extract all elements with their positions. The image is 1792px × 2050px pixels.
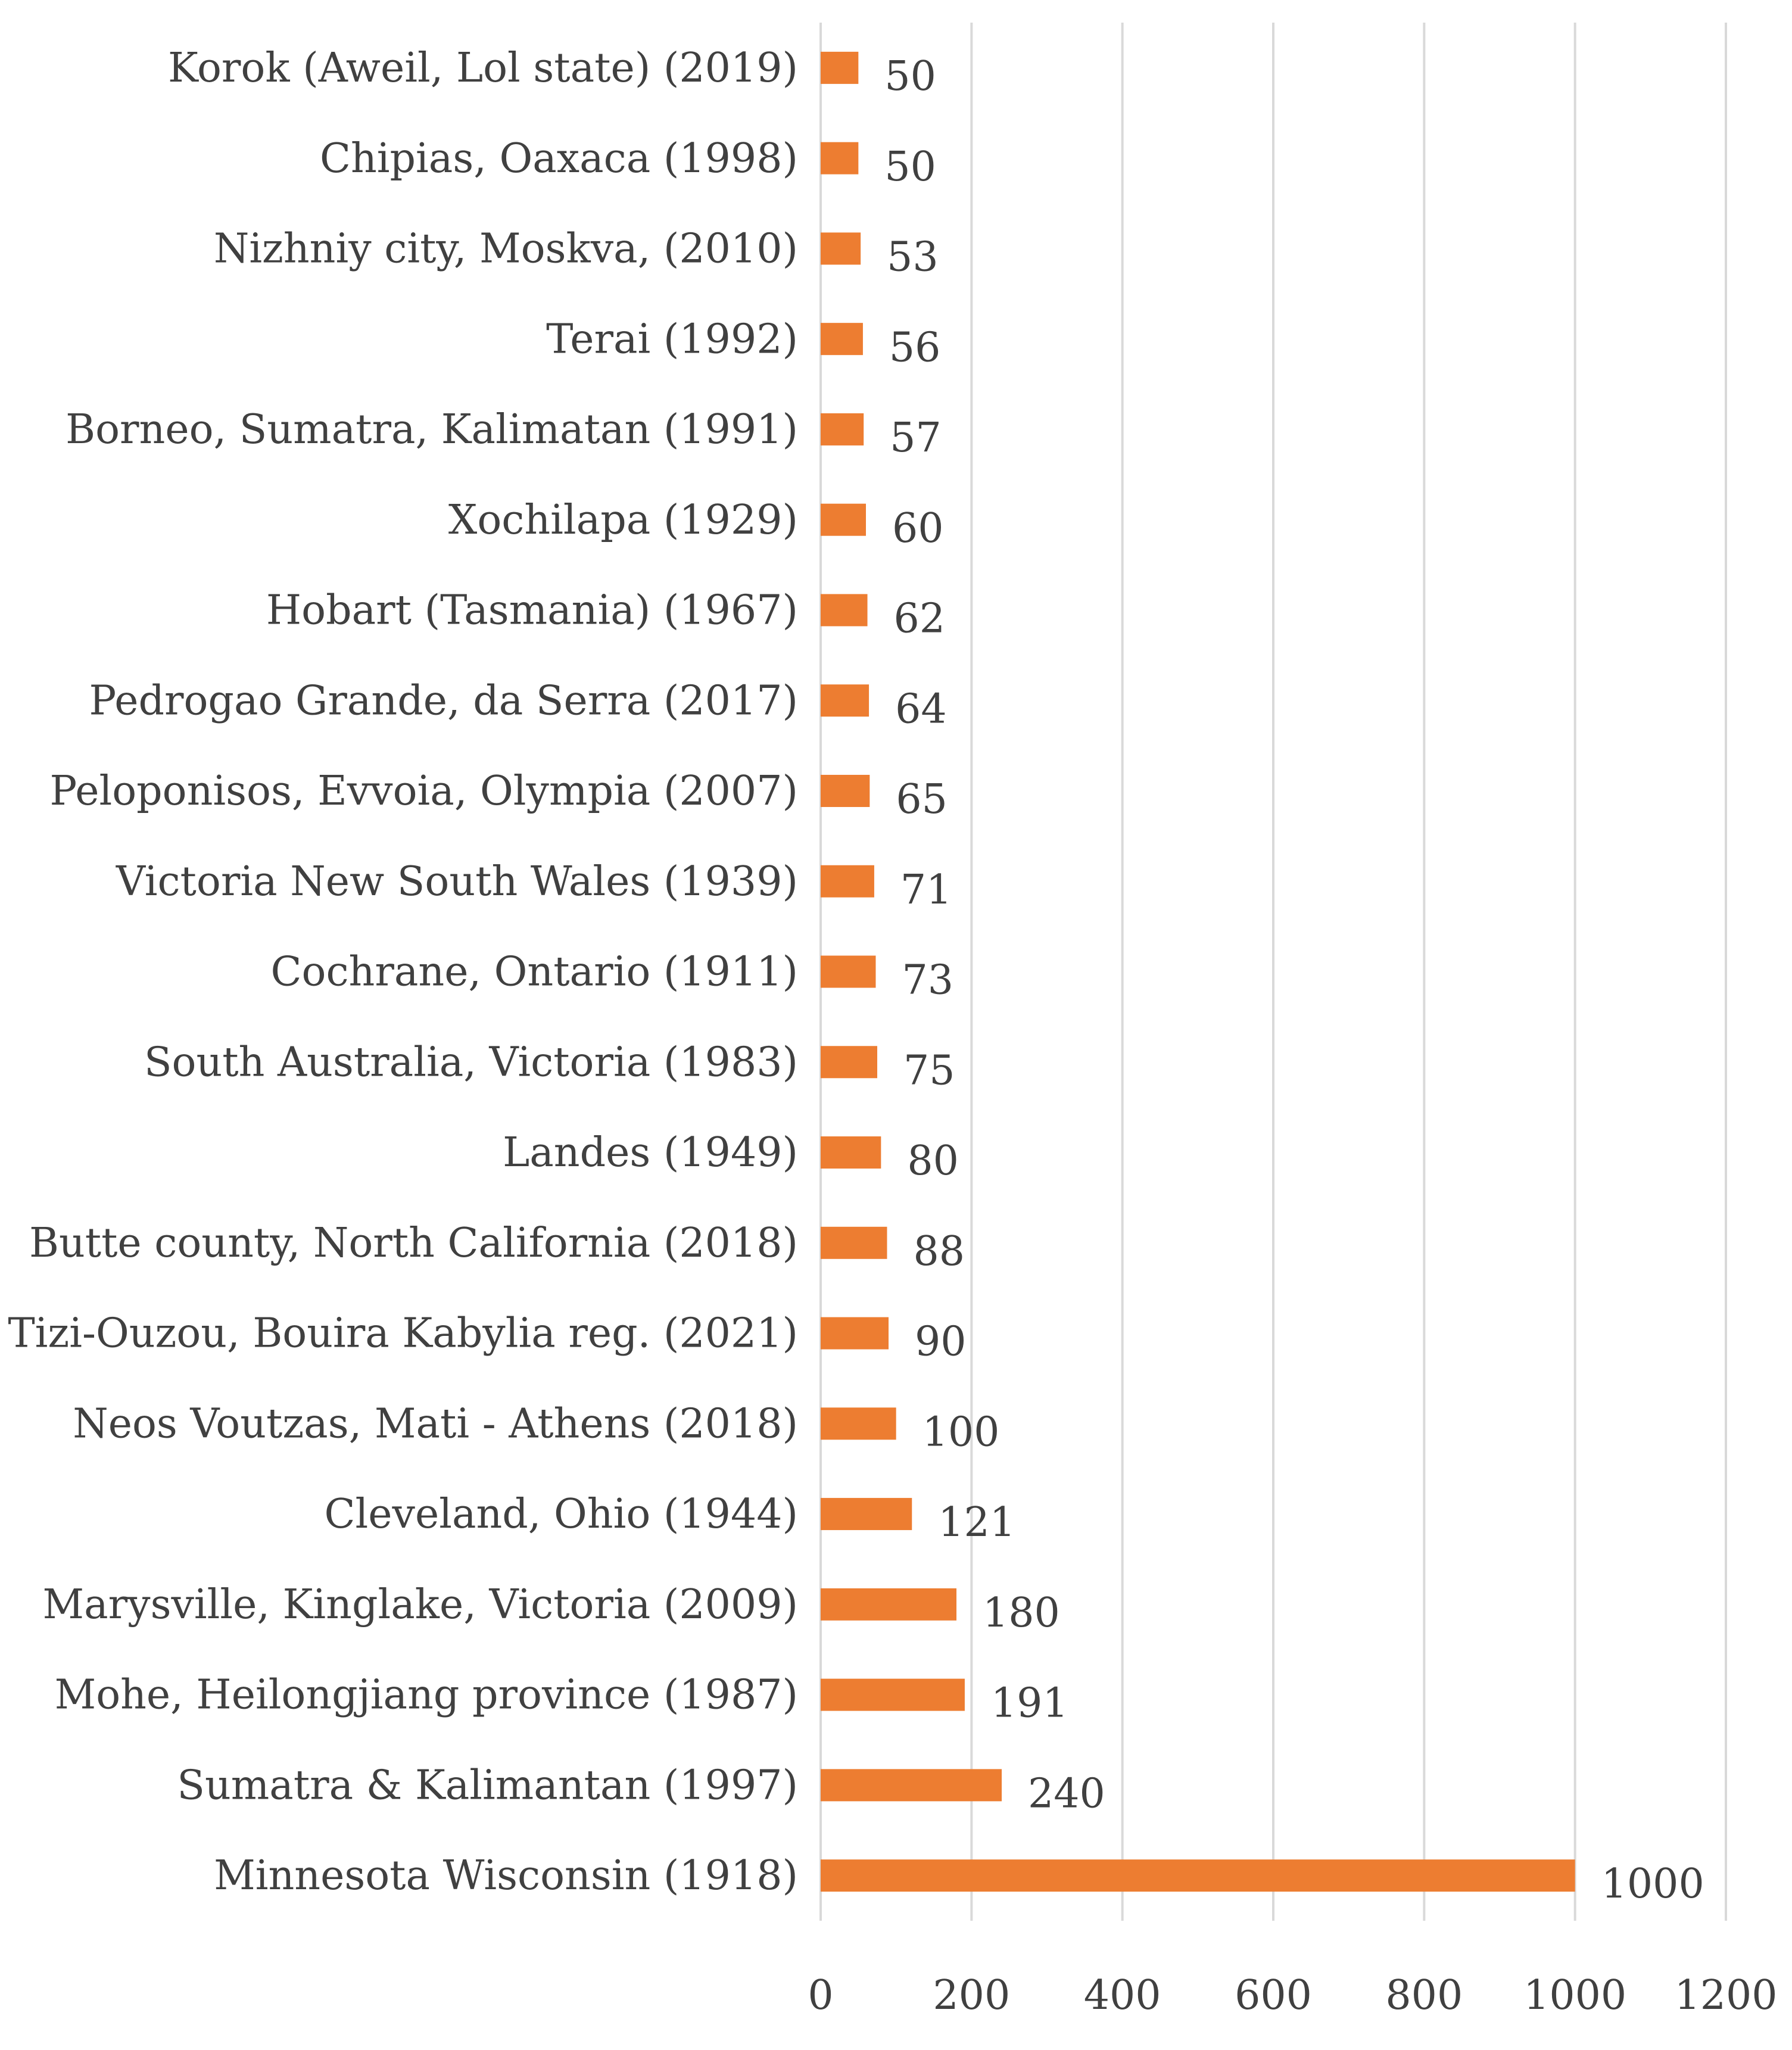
category-label: Victoria New South Wales (1939) [116,858,798,905]
data-label: 121 [938,1499,1015,1546]
bar [821,1498,912,1531]
x-tick-label: 800 [1385,1972,1463,2019]
data-label: 64 [895,686,947,733]
category-label: Cochrane, Ontario (1911) [271,949,799,996]
bar [821,1226,887,1259]
bar [821,865,874,898]
data-label: 1000 [1601,1861,1704,1908]
data-label: 88 [913,1228,965,1275]
bar [821,774,870,807]
data-label: 57 [890,415,942,462]
category-label: Xochilapa (1929) [448,497,798,544]
category-label: Butte county, North California (2018) [29,1220,798,1267]
x-axis-ticks: 0 200 400 600 800 1000 1200 [808,1972,1777,2019]
data-label: 73 [902,957,953,1004]
category-label: Tizi-Ouzou, Bouira Kabylia reg. (2021) [8,1310,798,1357]
data-label: 240 [1028,1770,1105,1817]
bar [821,503,866,536]
bar [821,51,859,84]
bar [821,1407,896,1440]
data-label: 56 [889,324,941,371]
category-labels: Korok (Aweil, Lol state) (2019) Chipias, … [8,45,798,1899]
bar [821,1136,881,1169]
bar [821,1678,965,1711]
bar [821,142,859,175]
bar [821,1588,956,1621]
data-label: 180 [983,1590,1060,1637]
gridlines [819,23,1727,1921]
data-label: 100 [923,1409,1000,1456]
category-label: Korok (Aweil, Lol state) (2019) [168,45,798,92]
category-label: Borneo, Sumatra, Kalimatan (1991) [66,406,798,453]
category-label: Sumatra & Kalimantan (1997) [177,1762,798,1809]
bar [821,1046,877,1079]
category-label: Mohe, Heilongjiang province (1987) [55,1672,798,1719]
data-label: 50 [884,144,936,191]
bar [821,323,863,356]
data-label: 60 [892,505,944,552]
category-label: Peloponisos, Evvoia, Olympia (2007) [50,768,798,815]
data-label: 80 [907,1138,959,1185]
data-labels: 50 50 53 56 57 60 62 64 65 71 73 75 80 88 90 100 121 180 1… [884,53,1704,1908]
bar [821,1769,1002,1802]
data-label: 75 [903,1047,955,1094]
data-label: 191 [991,1680,1068,1727]
data-label: 50 [884,53,936,100]
category-label: Landes (1949) [503,1129,798,1176]
x-tick-label: 1000 [1523,1972,1626,2019]
x-tick-label: 1200 [1674,1972,1777,2019]
category-label: Marysville, Kinglake, Victoria (2009) [43,1581,799,1628]
bar [821,684,869,717]
data-label: 65 [896,776,948,823]
x-tick-label: 400 [1084,1972,1161,2019]
data-label: 71 [900,867,952,914]
x-tick-label: 200 [933,1972,1010,2019]
category-label: Chipias, Oaxaca (1998) [320,135,798,182]
category-label: Terai (1992) [546,316,798,363]
x-tick-label: 0 [808,1972,833,2019]
bar [821,413,864,445]
bar [821,594,868,627]
category-label: Minnesota Wisconsin (1918) [214,1852,798,1899]
data-label: 90 [915,1319,967,1366]
category-label: Nizhniy city, Moskva, (2010) [214,226,798,273]
x-tick-label: 600 [1235,1972,1312,2019]
data-label: 53 [887,234,939,281]
category-label: Pedrogao Grande, da Serra (2017) [89,677,799,724]
category-label: Hobart (Tasmania) (1967) [266,587,798,634]
bar [821,232,861,265]
bars [821,51,1575,1892]
data-label: 62 [894,596,946,643]
bar [821,1317,889,1350]
category-label: Neos Voutzas, Mati - Athens (2018) [73,1400,798,1447]
category-label: South Australia, Victoria (1983) [144,1039,798,1086]
category-label: Cleveland, Ohio (1944) [325,1491,798,1538]
bar [821,955,876,988]
bar [821,1859,1575,1892]
